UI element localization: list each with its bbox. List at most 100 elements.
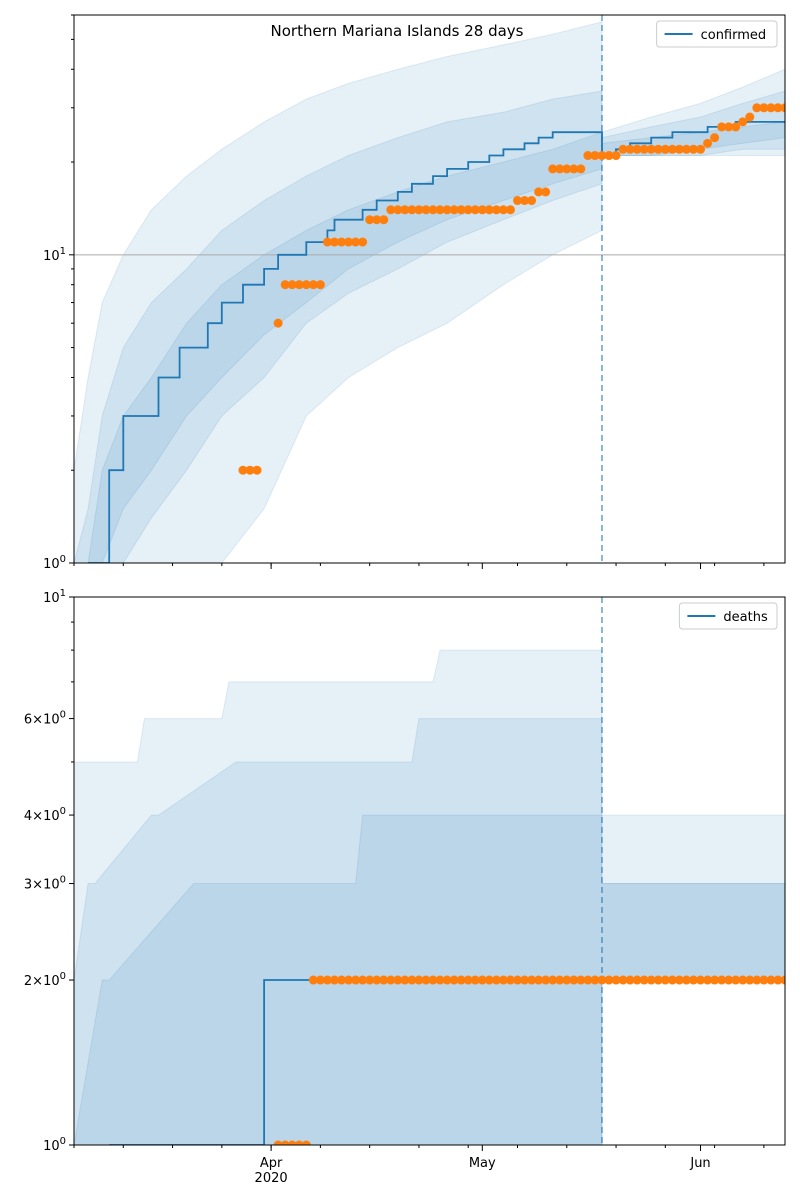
- legend-box: [656, 20, 778, 48]
- observed-point: [710, 133, 720, 143]
- observed-point: [491, 975, 501, 985]
- observed-point: [646, 144, 656, 154]
- x-tick-sublabel: 2020: [255, 1171, 288, 1186]
- plot-area: [74, 597, 785, 1145]
- observed-point: [604, 975, 614, 985]
- observed-point: [351, 975, 361, 985]
- observed-point: [548, 164, 558, 174]
- observed-point: [632, 975, 642, 985]
- observed-point: [463, 205, 473, 215]
- legend-label: deaths: [723, 610, 768, 625]
- observed-point: [724, 975, 734, 985]
- observed-point: [456, 205, 466, 215]
- observed-point: [534, 187, 544, 197]
- observed-point: [273, 1140, 283, 1145]
- axes-frame: [73, 14, 786, 564]
- observed-point: [752, 975, 762, 985]
- observed-point: [484, 975, 494, 985]
- observed-point: [625, 144, 635, 154]
- observed-point: [653, 975, 663, 985]
- observed-point: [759, 975, 769, 985]
- observed-point: [386, 975, 396, 985]
- observed-point: [484, 205, 494, 215]
- observed-point: [329, 975, 339, 985]
- observed-point: [294, 280, 304, 290]
- observed-point: [505, 205, 515, 215]
- legend: confirmed: [656, 20, 778, 48]
- observed-point: [703, 975, 713, 985]
- y-tick-label: 3×100: [24, 875, 66, 893]
- observed-point: [329, 237, 339, 247]
- observed-point: [604, 151, 614, 161]
- observed-point: [576, 975, 586, 985]
- observed-point: [724, 122, 734, 132]
- x-tick-label: Apr: [260, 1156, 283, 1171]
- observed-point: [660, 144, 670, 154]
- y-tick-label: 4×100: [24, 806, 66, 824]
- x-tick-label: Jun: [689, 1156, 710, 1171]
- observed-point: [477, 205, 487, 215]
- observed-point: [351, 237, 361, 247]
- observed-point: [491, 205, 501, 215]
- observed-point: [520, 196, 530, 206]
- observed-point: [597, 151, 607, 161]
- observed-point: [512, 975, 522, 985]
- observed-point: [393, 205, 403, 215]
- observed-point: [773, 975, 783, 985]
- x-tick-label: May: [469, 1156, 496, 1171]
- observed-point: [534, 975, 544, 985]
- observed-point: [400, 205, 410, 215]
- observed-point: [660, 975, 670, 985]
- observed-point: [745, 112, 755, 122]
- observed-point: [667, 975, 677, 985]
- observed-point: [780, 103, 785, 113]
- observed-point: [435, 205, 445, 215]
- observed-point: [505, 975, 515, 985]
- band-outer: [74, 649, 785, 1145]
- observed-point: [569, 975, 579, 985]
- observed-point: [520, 975, 530, 985]
- band-middle: [74, 718, 785, 1145]
- observed-point: [703, 138, 713, 148]
- observed-point: [456, 975, 466, 985]
- plot-area: [74, 15, 785, 563]
- observed-point: [344, 237, 354, 247]
- observed-point: [696, 975, 706, 985]
- observed-point: [611, 975, 621, 985]
- observed-point: [315, 975, 325, 985]
- observed-point: [625, 975, 635, 985]
- observed-point: [358, 975, 368, 985]
- observed-point: [252, 465, 262, 475]
- observed-point: [414, 205, 424, 215]
- observed-point: [294, 1140, 304, 1145]
- observed-point: [337, 975, 347, 985]
- observed-point: [590, 975, 600, 985]
- observed-point: [738, 117, 748, 127]
- y-tick-label: 100: [43, 1136, 66, 1154]
- observed-point: [562, 975, 572, 985]
- observed-point: [322, 975, 332, 985]
- observed-point: [280, 1140, 290, 1145]
- observed-point: [407, 205, 417, 215]
- observed-point: [555, 975, 565, 985]
- observed-point: [372, 975, 382, 985]
- observed-point: [421, 205, 431, 215]
- y-tick-label: 101: [43, 246, 66, 264]
- confirmed-panel: 100 101 confirmed: [43, 14, 786, 572]
- observed-point: [301, 1140, 311, 1145]
- observed-point: [414, 975, 424, 985]
- observed-point: [583, 151, 593, 161]
- observed-point: [527, 196, 537, 206]
- observed-point: [766, 975, 776, 985]
- observed-point: [442, 205, 452, 215]
- observed-point: [752, 103, 762, 113]
- observed-point: [238, 465, 248, 475]
- observed-point: [498, 205, 508, 215]
- observed-point: [365, 215, 375, 225]
- observed-point: [379, 975, 389, 985]
- observed-point: [759, 103, 769, 113]
- observed-point: [273, 318, 283, 328]
- observed-point: [301, 280, 311, 290]
